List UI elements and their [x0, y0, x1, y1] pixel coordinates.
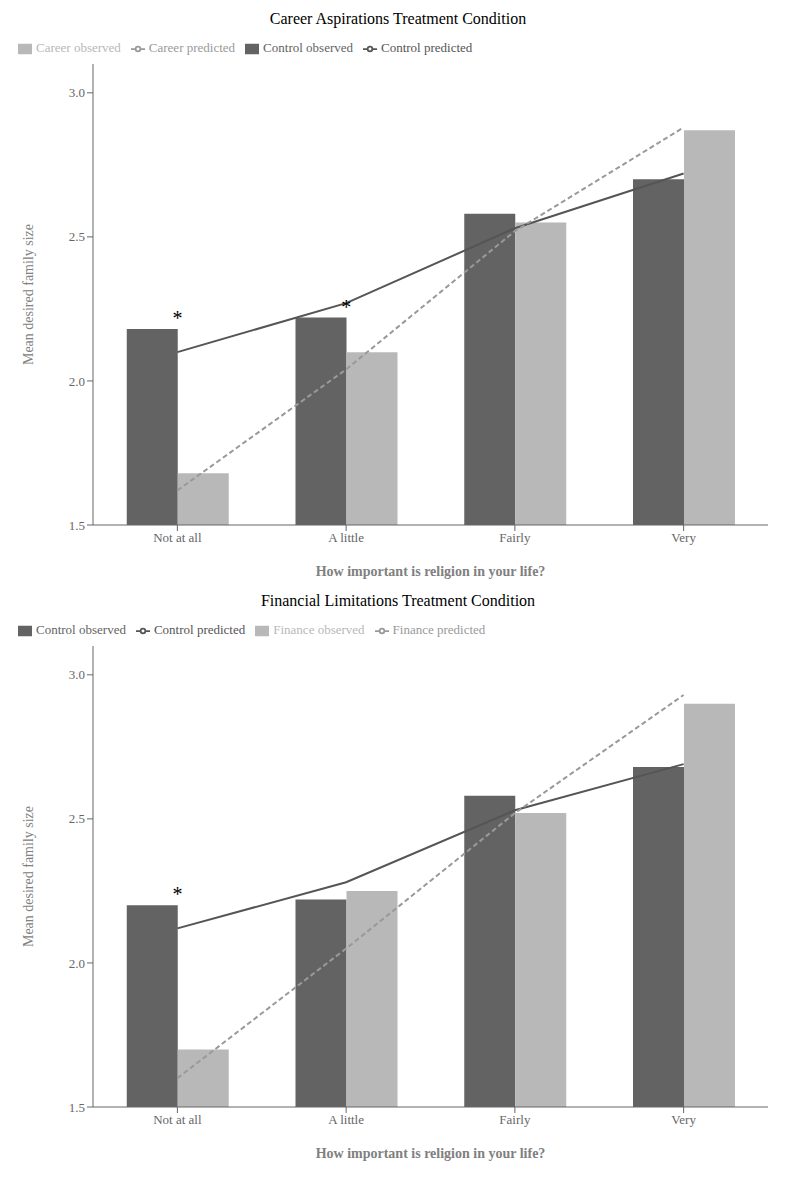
svg-text:Not at all: Not at all [153, 1112, 202, 1127]
svg-text:1.5: 1.5 [69, 1100, 85, 1115]
html-text:Career predicted: Career predicted [148, 40, 236, 55]
svg-text:Mean desired family size: Mean desired family size [21, 224, 36, 365]
svg-text:2.0: 2.0 [69, 956, 85, 971]
html-text:Control observed: Control observed [263, 40, 353, 55]
svg-text:Mean desired family size: Mean desired family size [21, 806, 36, 947]
html-text:Finance observed: Finance observed [273, 622, 365, 637]
html-text:Financial Limitations Treatmen: Financial Limitations Treatment Conditio… [260, 592, 536, 609]
html-text:Control predicted: Control predicted [381, 40, 473, 55]
svg-text:A little: A little [328, 1112, 364, 1127]
svg-text:Fairly: Fairly [499, 530, 531, 545]
svg-text:2.5: 2.5 [69, 811, 85, 826]
svg-text:Fairly: Fairly [499, 1112, 531, 1127]
svg-text:Very: Very [671, 530, 696, 545]
svg-text:2.5: 2.5 [69, 229, 85, 244]
svg-text:*: * [172, 883, 182, 905]
svg-text:3.0: 3.0 [69, 667, 85, 682]
html-text:Career Aspirations Treatment C: Career Aspirations Treatment Condition [269, 10, 527, 27]
svg-text:A little: A little [328, 530, 364, 545]
svg-text:How important is religion in y: How important is religion in your life? [316, 1146, 546, 1161]
svg-text:Very: Very [671, 1112, 696, 1127]
svg-text:How important is religion in y: How important is religion in your life? [316, 564, 546, 579]
svg-text:2.0: 2.0 [69, 374, 85, 389]
html-text:Control observed: Control observed [36, 622, 126, 637]
svg-text:*: * [341, 296, 351, 318]
html-text:Control predicted: Control predicted [153, 622, 246, 637]
svg-text:Not at all: Not at all [153, 530, 202, 545]
html-text:Finance predicted: Finance predicted [392, 622, 486, 637]
html-text:Career observed: Career observed [36, 40, 121, 55]
svg-text:1.5: 1.5 [69, 518, 85, 533]
svg-text:3.0: 3.0 [69, 85, 85, 100]
svg-text:*: * [172, 307, 182, 329]
